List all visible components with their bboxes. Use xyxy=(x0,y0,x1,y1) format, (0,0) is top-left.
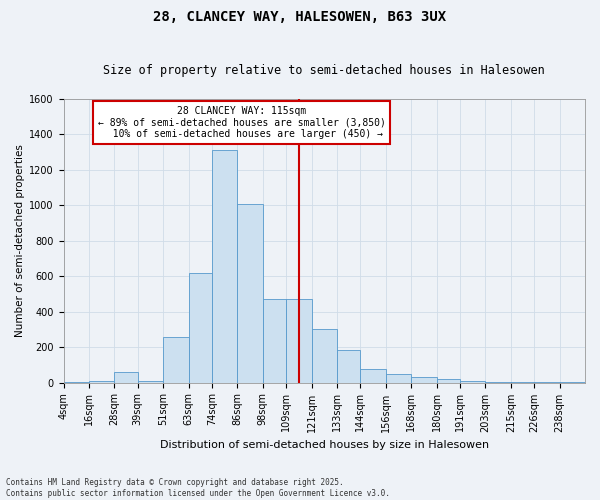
Bar xyxy=(138,381,163,382)
Bar xyxy=(286,300,311,382)
Title: Size of property relative to semi-detached houses in Halesowen: Size of property relative to semi-detach… xyxy=(103,64,545,77)
Text: Contains HM Land Registry data © Crown copyright and database right 2025.
Contai: Contains HM Land Registry data © Crown c… xyxy=(6,478,390,498)
Bar xyxy=(360,370,386,382)
Y-axis label: Number of semi-detached properties: Number of semi-detached properties xyxy=(15,144,25,337)
Bar xyxy=(437,379,460,382)
Bar xyxy=(337,350,360,382)
X-axis label: Distribution of semi-detached houses by size in Halesowen: Distribution of semi-detached houses by … xyxy=(160,440,489,450)
Bar xyxy=(460,381,485,382)
Bar xyxy=(263,300,286,382)
Text: 28 CLANCEY WAY: 115sqm
← 89% of semi-detached houses are smaller (3,850)
  10% o: 28 CLANCEY WAY: 115sqm ← 89% of semi-det… xyxy=(98,106,386,140)
Bar xyxy=(411,378,437,382)
Bar xyxy=(163,338,188,382)
Bar xyxy=(238,204,263,382)
Bar xyxy=(188,272,212,382)
Text: 28, CLANCEY WAY, HALESOWEN, B63 3UX: 28, CLANCEY WAY, HALESOWEN, B63 3UX xyxy=(154,10,446,24)
Bar xyxy=(311,330,337,382)
Bar xyxy=(386,374,411,382)
Bar xyxy=(89,381,115,382)
Bar xyxy=(115,372,138,382)
Bar xyxy=(212,150,238,382)
